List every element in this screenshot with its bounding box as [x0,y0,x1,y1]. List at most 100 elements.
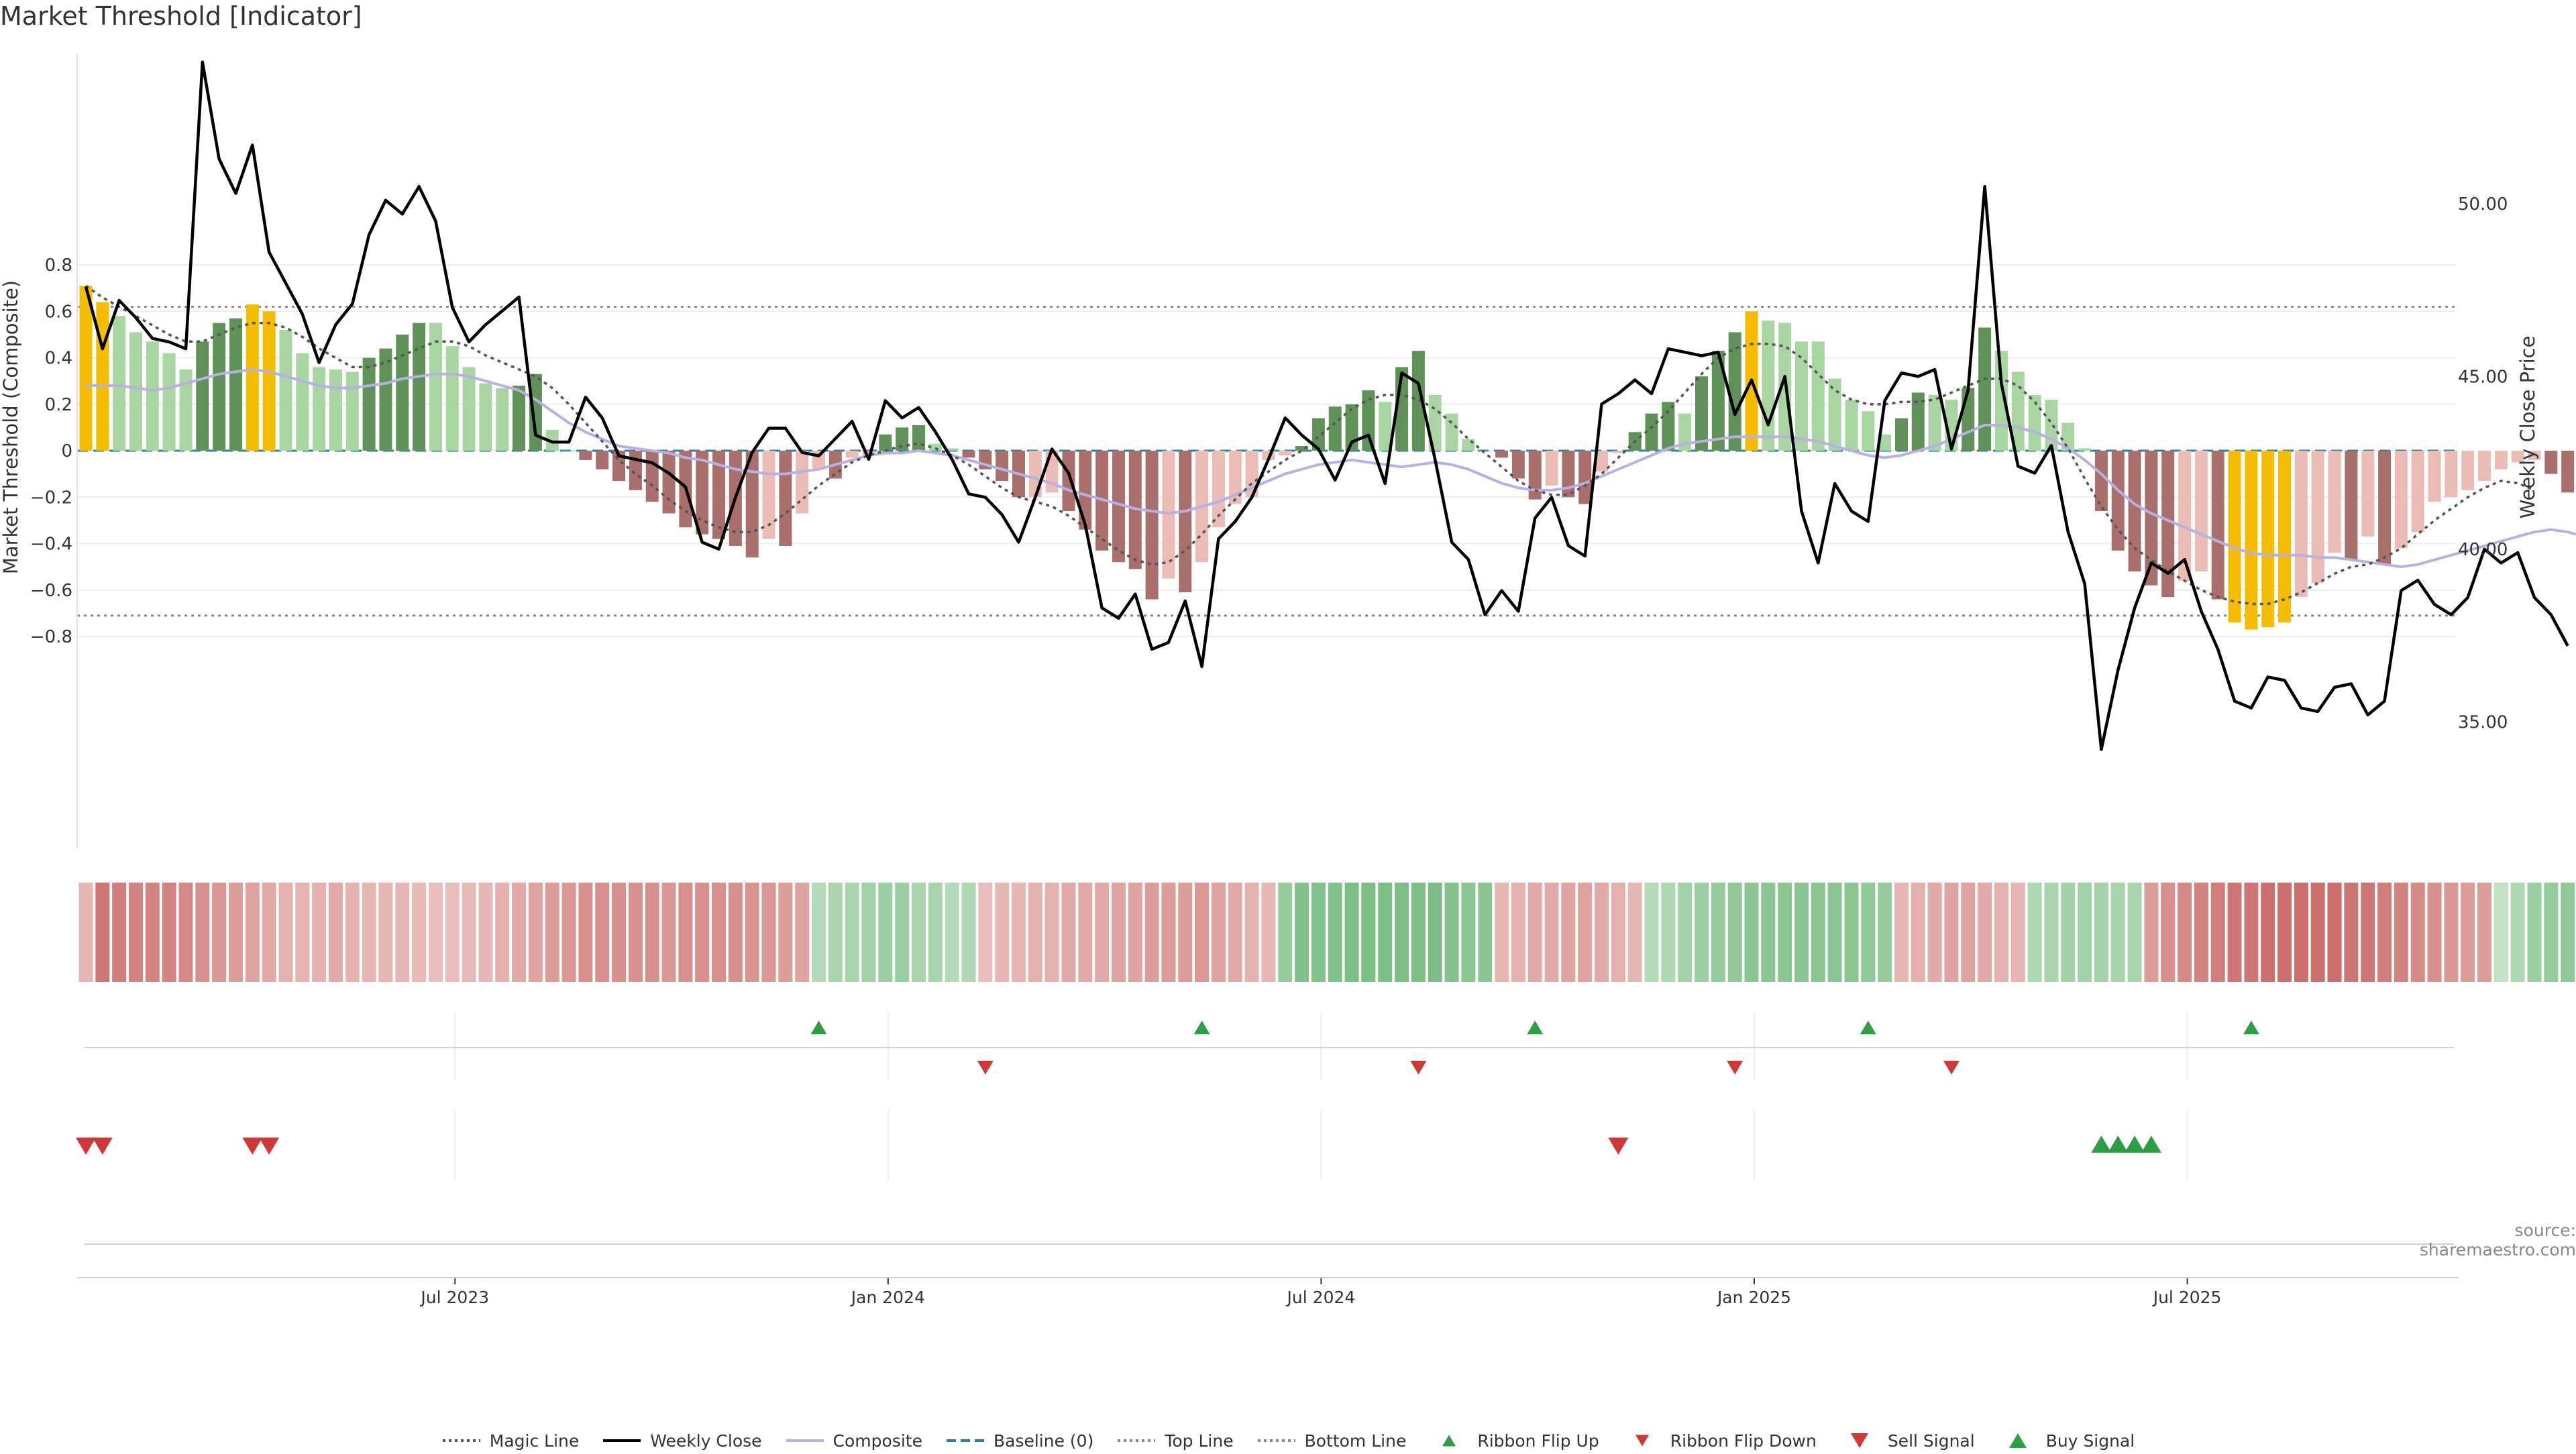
ribbon-cell [146,883,160,982]
ribbon-cell [2394,883,2408,982]
composite-bar [796,451,808,513]
ribbon-cell [795,883,809,982]
ribbon-flip-down-marker [1410,1061,1426,1074]
ribbon-cell [2444,883,2458,982]
legend-label: Baseline (0) [994,1431,1093,1451]
y-left-tick-label: −0.8 [30,627,72,647]
ribbon-cell [1161,883,1175,982]
ribbon-cell [2344,883,2358,982]
composite-bar [1529,451,1542,500]
legend-item: Ribbon Flip Up [1429,1431,1599,1451]
ribbon-cell [1228,883,1242,982]
ribbon-cell [2511,883,2525,982]
ribbon-cell [1061,883,1075,982]
composite-bar [646,451,659,502]
ribbon-cell [562,883,576,982]
composite-bar [1462,439,1474,451]
ribbon-cell [1095,883,1109,982]
composite-bar [2428,451,2441,502]
ribbon-cell [595,883,609,982]
legend-swatch [602,1431,642,1450]
composite-bar [2345,451,2357,560]
composite-bar [2095,451,2108,511]
ribbon-cell [578,883,592,982]
composite-bar [2378,451,2391,565]
ribbon-cell [2028,883,2042,982]
legend-swatch [1998,1431,2038,1450]
ribbon-cell [2311,883,2325,982]
ribbon-cell [1328,883,1342,982]
legend-swatch [1256,1431,1297,1450]
ribbon-cell [745,883,759,982]
y-left-tick-label: 0 [61,441,72,461]
legend-label: Magic Line [490,1431,580,1451]
composite-bar [1795,341,1808,451]
x-tick-label: Jan 2024 [850,1288,925,1307]
ribbon-cell [445,883,460,982]
composite-bar [912,425,925,451]
composite-bar [363,358,376,451]
ribbon-cell [1811,883,1825,982]
legend-swatch [785,1431,825,1450]
ribbon-cell [2244,883,2258,982]
ribbon-cell [961,883,975,982]
composite-bar [2078,449,2091,451]
legend-label: Sell Signal [1888,1431,1975,1451]
composite-bar [1829,379,1841,451]
ribbon-cell [2128,883,2142,982]
ribbon-cell [329,883,343,982]
ribbon-cell [895,883,909,982]
ribbon-cell [1245,883,1259,982]
ribbon-cell [2061,883,2075,982]
ribbon-cell [429,883,443,982]
ribbon-cell [2161,883,2175,982]
ribbon-cell [778,883,792,982]
composite-bar [2328,451,2341,553]
legend-swatch-mark [1851,1433,1868,1448]
ribbon-cell [79,883,93,982]
ribbon-cell [246,883,260,982]
composite-bar [579,451,592,460]
composite-bar [1562,451,1574,497]
composite-bar [1662,402,1674,451]
ribbon-cell [278,883,292,982]
x-tick-label: Jul 2024 [1286,1288,1356,1307]
composite-bar [1546,451,1558,486]
ribbon-cell [2211,883,2225,982]
buy-signal-marker [2108,1135,2128,1153]
ribbon-cell [1012,883,1026,982]
ribbon-cell [1511,883,1525,982]
composite-bar [446,346,459,451]
ribbon-cell [2094,883,2108,982]
legend-label: Top Line [1165,1431,1233,1451]
ribbon-cell [2377,883,2392,982]
ribbon-flip-up-marker [811,1021,827,1034]
composite-bar [1179,451,1191,592]
legend-label: Weekly Close [650,1431,761,1451]
composite-bar [996,451,1008,481]
composite-bar [246,304,259,451]
ribbon-cell [129,883,143,982]
ribbon-cell [945,883,959,982]
ribbon-cell [229,883,243,982]
ribbon-cell [212,883,226,982]
composite-bar [2461,451,2474,490]
legend-item: Buy Signal [1998,1431,2135,1451]
ribbon-flip-down-marker [1943,1061,1960,1074]
ribbon-cell [812,883,826,982]
composite-bar [496,388,508,451]
ribbon-cell [178,883,193,982]
composite-bar [146,341,159,451]
buy-signal-marker [2141,1135,2161,1153]
ribbon-cell [662,883,676,982]
ribbon-cell [2111,883,2125,982]
ribbon-cell [195,883,209,982]
y-right-tick-label: 50.00 [2458,194,2508,215]
ribbon-cell [1828,883,1842,982]
ribbon-cell [1345,883,1359,982]
composite-bar [2229,451,2241,622]
ribbon-cell [645,883,659,982]
legend-label: Buy Signal [2046,1431,2135,1451]
ribbon-cell [928,883,943,982]
composite-bar [129,332,142,451]
